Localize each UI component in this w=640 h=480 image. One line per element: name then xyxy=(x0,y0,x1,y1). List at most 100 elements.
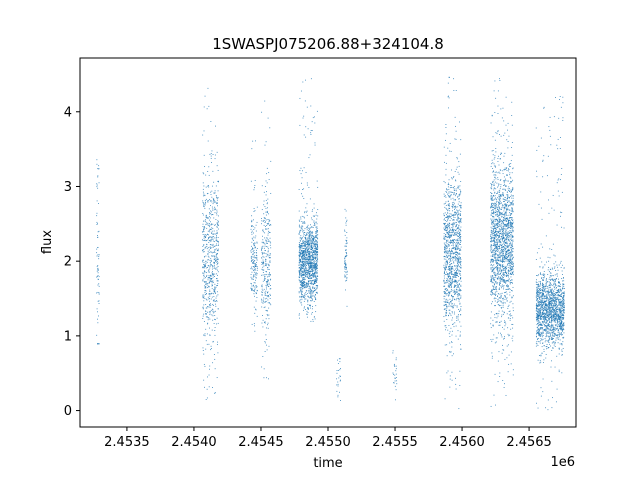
data-point xyxy=(316,234,318,236)
data-point xyxy=(210,191,212,193)
data-point xyxy=(299,97,301,99)
data-point xyxy=(491,357,493,359)
data-point xyxy=(302,266,304,268)
data-point xyxy=(315,221,317,223)
data-point xyxy=(504,321,506,323)
data-point xyxy=(213,230,215,232)
data-point xyxy=(491,184,492,186)
data-point xyxy=(265,240,267,242)
data-point xyxy=(450,194,452,196)
data-point xyxy=(459,193,461,195)
data-point xyxy=(457,217,459,219)
data-point xyxy=(445,251,447,253)
data-point xyxy=(444,238,446,240)
data-point xyxy=(506,191,508,193)
data-point xyxy=(211,288,213,290)
data-point xyxy=(393,382,395,384)
data-point xyxy=(449,203,450,205)
data-point xyxy=(212,319,214,321)
data-point xyxy=(97,300,99,302)
data-point xyxy=(265,300,267,302)
data-point xyxy=(451,283,453,285)
data-point xyxy=(497,263,499,264)
data-point xyxy=(499,260,501,262)
data-point xyxy=(210,345,212,347)
data-point xyxy=(214,200,216,202)
data-point xyxy=(444,267,445,269)
data-point xyxy=(506,194,508,196)
data-point xyxy=(311,299,313,301)
data-point xyxy=(303,273,304,275)
data-point xyxy=(505,233,507,235)
data-point xyxy=(509,254,511,256)
data-point xyxy=(491,115,493,117)
data-point xyxy=(503,241,505,243)
data-point xyxy=(217,258,219,260)
data-point xyxy=(491,259,493,261)
data-point xyxy=(206,343,208,345)
data-point xyxy=(305,250,307,252)
data-point xyxy=(315,214,317,216)
data-point xyxy=(502,344,503,346)
data-point xyxy=(490,207,492,209)
data-point xyxy=(494,235,496,237)
data-point xyxy=(443,219,445,221)
data-point xyxy=(216,222,218,224)
data-point xyxy=(457,315,459,317)
data-point xyxy=(447,210,449,212)
data-point xyxy=(96,184,98,186)
data-point xyxy=(495,174,497,176)
data-point xyxy=(213,217,215,219)
data-point xyxy=(336,384,338,386)
data-point xyxy=(210,309,212,311)
data-point xyxy=(497,273,499,275)
data-point xyxy=(446,277,448,279)
data-point xyxy=(253,187,255,189)
data-point xyxy=(309,257,311,259)
data-point xyxy=(443,316,445,317)
data-point xyxy=(202,191,204,193)
data-point xyxy=(454,242,455,243)
data-point xyxy=(205,234,207,236)
data-point xyxy=(497,155,499,157)
data-point xyxy=(450,277,451,279)
data-point xyxy=(263,322,265,323)
data-point xyxy=(305,261,307,263)
data-point xyxy=(503,210,505,212)
data-point xyxy=(451,278,453,280)
data-point xyxy=(497,381,499,383)
data-point xyxy=(392,350,394,352)
data-point xyxy=(205,313,207,315)
data-point xyxy=(310,241,312,243)
data-point xyxy=(316,265,318,267)
data-point xyxy=(217,280,219,282)
data-point xyxy=(509,166,511,168)
data-point xyxy=(202,195,204,197)
data-point xyxy=(494,245,496,247)
data-point xyxy=(310,227,311,229)
data-point xyxy=(508,200,510,202)
data-point xyxy=(455,247,457,249)
data-point xyxy=(213,236,215,238)
data-point xyxy=(305,267,307,269)
data-point xyxy=(457,185,459,187)
data-point xyxy=(447,290,449,292)
data-point xyxy=(444,268,446,270)
data-point xyxy=(492,253,494,255)
data-point xyxy=(313,238,315,239)
data-point xyxy=(499,272,501,274)
data-point xyxy=(495,205,497,207)
data-point xyxy=(495,404,496,406)
data-point xyxy=(217,223,219,225)
data-point xyxy=(494,236,496,238)
data-point xyxy=(492,230,494,232)
data-point xyxy=(303,300,305,302)
data-point xyxy=(315,254,317,256)
data-point xyxy=(312,226,314,228)
data-point xyxy=(509,163,511,165)
data-point xyxy=(302,242,304,244)
data-point xyxy=(304,278,306,280)
data-point xyxy=(458,248,460,250)
data-point xyxy=(317,186,319,188)
data-point xyxy=(306,290,308,292)
